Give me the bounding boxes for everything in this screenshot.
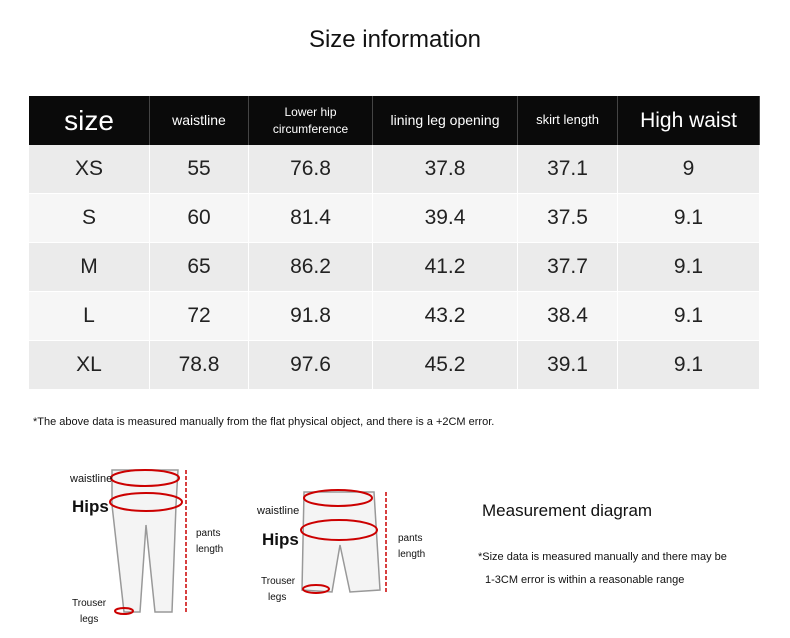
header-cell: Lower hip circumference (249, 96, 373, 145)
header-cell: lining leg opening (373, 96, 518, 145)
table-cell: 37.7 (518, 243, 618, 292)
label: Trouser (261, 576, 296, 587)
header-cell: skirt length (518, 96, 618, 145)
table-cell: S (29, 194, 150, 243)
label: Hips (72, 497, 109, 516)
header-cell: High waist (618, 96, 760, 145)
table-cell: 9 (618, 145, 760, 194)
table-cell: 45.2 (373, 341, 518, 390)
table-cell: 41.2 (373, 243, 518, 292)
table-cell: 97.6 (249, 341, 373, 390)
label: length (398, 549, 425, 560)
table-cell: 55 (150, 145, 249, 194)
table-cell: 9.1 (618, 243, 760, 292)
table-cell: 38.4 (518, 292, 618, 341)
table-cell: M (29, 243, 150, 292)
table-cell: 39.1 (518, 341, 618, 390)
measurement-title: Measurement diagram (482, 501, 652, 520)
label: Trouser (72, 598, 107, 609)
table-cell: XS (29, 145, 150, 194)
label: Hips (262, 530, 299, 549)
title: Size information (308, 26, 482, 53)
table-cell: 60 (150, 194, 249, 243)
long-pants (109, 469, 187, 615)
label: length (196, 544, 223, 555)
table-cell: 9.1 (618, 341, 760, 390)
table-cell: 86.2 (249, 243, 373, 292)
table-cell: 9.1 (618, 292, 760, 341)
table-cell: 72 (150, 292, 249, 341)
table-cell: 9.1 (618, 194, 760, 243)
table-cell: 91.8 (249, 292, 373, 341)
table-cell: 65 (150, 243, 249, 292)
note: *The above data is measured manually fro… (33, 416, 495, 428)
table-cell: 76.8 (249, 145, 373, 194)
label: waistline (69, 473, 112, 485)
table-cell: 37.5 (518, 194, 618, 243)
label: pants (398, 533, 422, 544)
table-cell: 37.1 (518, 145, 618, 194)
label: pants (196, 528, 220, 539)
table-cell: XL (29, 341, 150, 390)
table-cell: 78.8 (150, 341, 249, 390)
shorts (300, 489, 387, 594)
table-cell: 39.4 (373, 194, 518, 243)
header-cell: size (29, 96, 150, 145)
label: legs (80, 614, 98, 625)
table-cell: 37.8 (373, 145, 518, 194)
table-cell: L (29, 292, 150, 341)
table-cell: 81.4 (249, 194, 373, 243)
measurement-note: *Size data is measured manually and ther… (478, 551, 727, 563)
label: legs (268, 592, 286, 603)
measurement-note: 1-3CM error is within a reasonable range (485, 574, 684, 586)
header-cell: waistline (150, 96, 249, 145)
table-cell: 43.2 (373, 292, 518, 341)
label: waistline (256, 505, 299, 517)
